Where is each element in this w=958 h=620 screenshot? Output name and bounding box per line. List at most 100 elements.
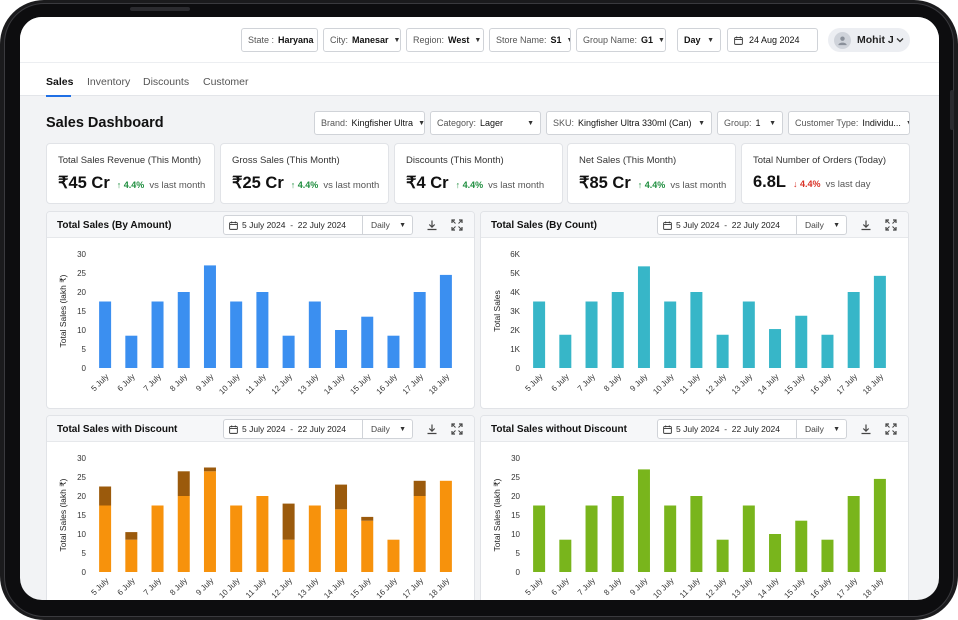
app-screen: State : Haryana ▼ City: Manesar ▼ Region… — [20, 17, 939, 600]
brand-label: Brand: — [321, 118, 348, 128]
kpi-comparison: vs last day — [825, 179, 871, 190]
date-range-text: 5 July 2024 - 22 July 2024 — [242, 424, 362, 434]
caret-down-icon: ▼ — [769, 119, 776, 127]
brand-select[interactable]: Brand: Kingfisher Ultra ▼ — [314, 111, 425, 135]
calendar-icon — [734, 35, 743, 45]
category-select[interactable]: Category: Lager ▼ — [430, 111, 541, 135]
bar — [716, 334, 729, 368]
download-icon[interactable] — [425, 218, 439, 232]
y-tick-label: 15 — [511, 511, 520, 520]
y-tick-label: 0 — [82, 364, 87, 373]
group-name-select[interactable]: Group Name: G1 ▼ — [576, 28, 666, 52]
x-tick-label: 6 July — [550, 576, 571, 597]
granularity-select[interactable]: Daily ▼ — [362, 216, 412, 234]
user-menu[interactable]: Mohit J — [828, 28, 910, 52]
customer-type-select[interactable]: Customer Type: Individu... ▼ — [788, 111, 910, 135]
date-end: 22 July 2024 — [297, 220, 346, 230]
granularity-select[interactable]: Daily ▼ — [362, 420, 412, 438]
tab-customer[interactable]: Customer — [203, 76, 249, 88]
bar — [335, 509, 348, 572]
bar — [282, 335, 295, 368]
sku-select[interactable]: SKU: Kingfisher Ultra 330ml (Can) ▼ — [546, 111, 712, 135]
store-name-select[interactable]: Store Name: S1 ▼ — [489, 28, 571, 52]
sku-value: Kingfisher Ultra 330ml (Can) — [578, 118, 692, 128]
main-tabs: Sales Inventory Discounts Customer — [20, 62, 939, 97]
tab-sales[interactable]: Sales — [46, 76, 74, 88]
chevron-down-icon — [896, 37, 904, 43]
granularity-select[interactable]: Daily ▼ — [796, 420, 846, 438]
x-tick-label: 10 July — [651, 372, 675, 396]
city-select[interactable]: City: Manesar ▼ — [323, 28, 401, 52]
bar — [151, 301, 164, 368]
page-title: Sales Dashboard — [46, 115, 164, 131]
x-tick-label: 10 July — [217, 576, 241, 600]
date-separator: - — [724, 424, 728, 434]
chart-panel-sales-by-count: Total Sales (By Count) 5 July 2024 - 22 … — [480, 211, 909, 409]
kpi-label: Discounts (This Month) — [406, 155, 504, 166]
bar-segment-discount — [413, 480, 426, 496]
x-tick-label: 13 July — [296, 372, 320, 396]
expand-icon[interactable] — [450, 218, 464, 232]
x-tick-label: 18 July — [427, 576, 451, 600]
period-select[interactable]: Day ▼ — [677, 28, 721, 52]
x-tick-label: 15 July — [782, 576, 806, 600]
granularity-value: Daily — [805, 424, 824, 434]
x-tick-label: 12 July — [704, 372, 728, 396]
expand-icon[interactable] — [450, 422, 464, 436]
date-range-picker[interactable]: 5 July 2024 - 22 July 2024 Daily ▼ — [223, 215, 413, 235]
x-tick-label: 14 July — [756, 576, 780, 600]
granularity-value: Daily — [371, 220, 390, 230]
bar — [387, 539, 400, 572]
download-icon[interactable] — [859, 218, 873, 232]
kpi-comparison: vs last month — [323, 180, 380, 191]
y-tick-label: 15 — [77, 307, 86, 316]
bar — [413, 496, 426, 572]
granularity-select[interactable]: Daily ▼ — [796, 216, 846, 234]
y-axis-label: Total Sales (lakh ₹) — [492, 478, 502, 551]
date-picker[interactable]: 24 Aug 2024 — [727, 28, 818, 52]
state-value: Haryana — [278, 35, 314, 45]
caret-down-icon: ▼ — [393, 36, 401, 44]
x-tick-label: 15 July — [348, 372, 372, 396]
download-icon[interactable] — [859, 422, 873, 436]
x-tick-label: 13 July — [730, 372, 754, 396]
bar — [387, 335, 400, 368]
x-tick-label: 9 July — [628, 372, 649, 393]
date-range-picker[interactable]: 5 July 2024 - 22 July 2024 Daily ▼ — [223, 419, 413, 439]
caret-down-icon: ▼ — [527, 119, 534, 127]
bar — [611, 496, 624, 572]
y-axis-label: Total Sales (lakh ₹) — [58, 274, 68, 347]
kpi-label: Gross Sales (This Month) — [232, 155, 340, 166]
tab-inventory[interactable]: Inventory — [87, 76, 131, 88]
x-tick-label: 8 July — [168, 576, 189, 597]
y-tick-label: 5 — [82, 345, 87, 354]
region-select[interactable]: Region: West ▼ — [406, 28, 484, 52]
expand-icon[interactable] — [884, 422, 898, 436]
kpi-card-total-sales-revenue: Total Sales Revenue (This Month) ₹45 Cr … — [46, 143, 215, 204]
x-tick-label: 15 July — [782, 372, 806, 396]
y-tick-label: 25 — [511, 473, 520, 482]
category-value: Lager — [480, 118, 504, 128]
bar — [585, 505, 598, 572]
bar — [439, 480, 452, 572]
date-start: 5 July 2024 — [242, 220, 286, 230]
x-tick-label: 5 July — [523, 372, 544, 393]
bar — [177, 292, 190, 368]
arrow-up-icon: ↑ — [637, 180, 643, 190]
x-tick-label: 6 July — [550, 372, 571, 393]
state-select[interactable]: State : Haryana ▼ — [241, 28, 318, 52]
group-select[interactable]: Group: 1 ▼ — [717, 111, 783, 135]
download-icon[interactable] — [425, 422, 439, 436]
bar-segment-discount — [125, 532, 138, 540]
sku-label: SKU: — [553, 118, 575, 128]
calendar-icon — [658, 220, 676, 230]
kpi-card-gross-sales: Gross Sales (This Month) ₹25 Cr ↑ 4.4% v… — [220, 143, 389, 204]
expand-icon[interactable] — [884, 218, 898, 232]
kpi-value: ₹4 Cr — [406, 174, 449, 192]
date-range-picker[interactable]: 5 July 2024 - 22 July 2024 Daily ▼ — [657, 419, 847, 439]
y-tick-label: 20 — [77, 492, 86, 501]
caret-down-icon: ▼ — [562, 37, 570, 44]
tab-discounts[interactable]: Discounts — [143, 76, 190, 88]
date-range-picker[interactable]: 5 July 2024 - 22 July 2024 Daily ▼ — [657, 215, 847, 235]
bar — [664, 505, 677, 572]
